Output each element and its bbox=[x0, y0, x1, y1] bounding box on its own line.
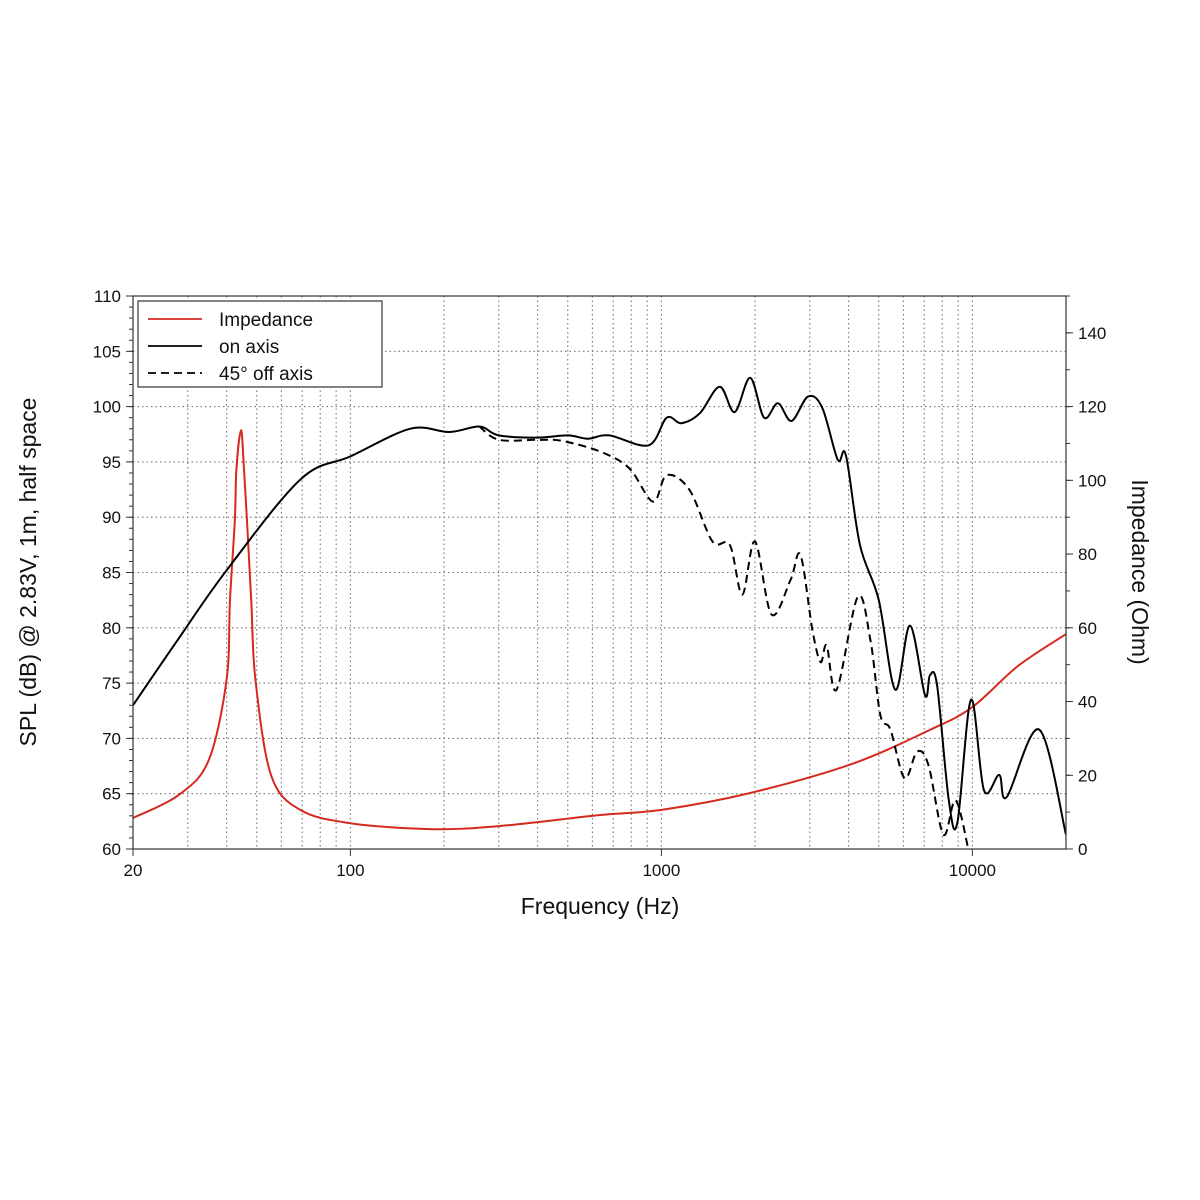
x-tick-label: 1000 bbox=[642, 861, 680, 880]
y2-tick-label: 60 bbox=[1078, 619, 1097, 638]
y-tick-label: 60 bbox=[102, 840, 121, 859]
y-tick-label: 85 bbox=[102, 564, 121, 583]
y2-tick-label: 40 bbox=[1078, 693, 1097, 712]
y-tick-label: 105 bbox=[93, 342, 121, 361]
legend-label-impedance: Impedance bbox=[219, 310, 313, 331]
legend-label-off-axis: 45° off axis bbox=[219, 364, 313, 385]
series-line-impedance bbox=[133, 429, 1066, 831]
legend: Impedance on axis 45° off axis bbox=[137, 300, 383, 388]
ticks: 60 65 70 75 80 85 90 95 100 105 110 0 20 40 60 80 100 120… bbox=[93, 287, 1107, 880]
y-tick-label: 90 bbox=[102, 508, 121, 527]
x-tick-label: 100 bbox=[336, 861, 364, 880]
x-tick-label: 10000 bbox=[949, 861, 996, 880]
y-tick-label: 70 bbox=[102, 729, 121, 748]
y-tick-label: 110 bbox=[94, 287, 121, 306]
x-tick-label: 20 bbox=[124, 861, 143, 880]
y2-tick-label: 100 bbox=[1078, 471, 1106, 490]
y2-tick-label: 0 bbox=[1078, 840, 1087, 859]
series-line-45-off-axis bbox=[478, 425, 970, 849]
y2-tick-label: 140 bbox=[1078, 324, 1106, 343]
series-line-on-axis bbox=[133, 376, 1066, 835]
y2-axis-label: Impedance (Ohm) bbox=[1127, 479, 1153, 664]
legend-label-on-axis: on axis bbox=[219, 337, 279, 358]
y-tick-label: 95 bbox=[102, 453, 121, 472]
y-axis-label: SPL (dB) @ 2.83V, 1m, half space bbox=[15, 398, 41, 747]
y-tick-label: 100 bbox=[93, 398, 121, 417]
y2-tick-label: 120 bbox=[1078, 398, 1106, 417]
y-tick-label: 80 bbox=[102, 619, 121, 638]
y-tick-label: 65 bbox=[102, 785, 121, 804]
y2-tick-label: 80 bbox=[1078, 545, 1097, 564]
y2-tick-label: 20 bbox=[1078, 766, 1097, 785]
y-tick-label: 75 bbox=[102, 674, 121, 693]
curves bbox=[133, 376, 1066, 849]
x-axis-label: Frequency (Hz) bbox=[521, 893, 679, 919]
